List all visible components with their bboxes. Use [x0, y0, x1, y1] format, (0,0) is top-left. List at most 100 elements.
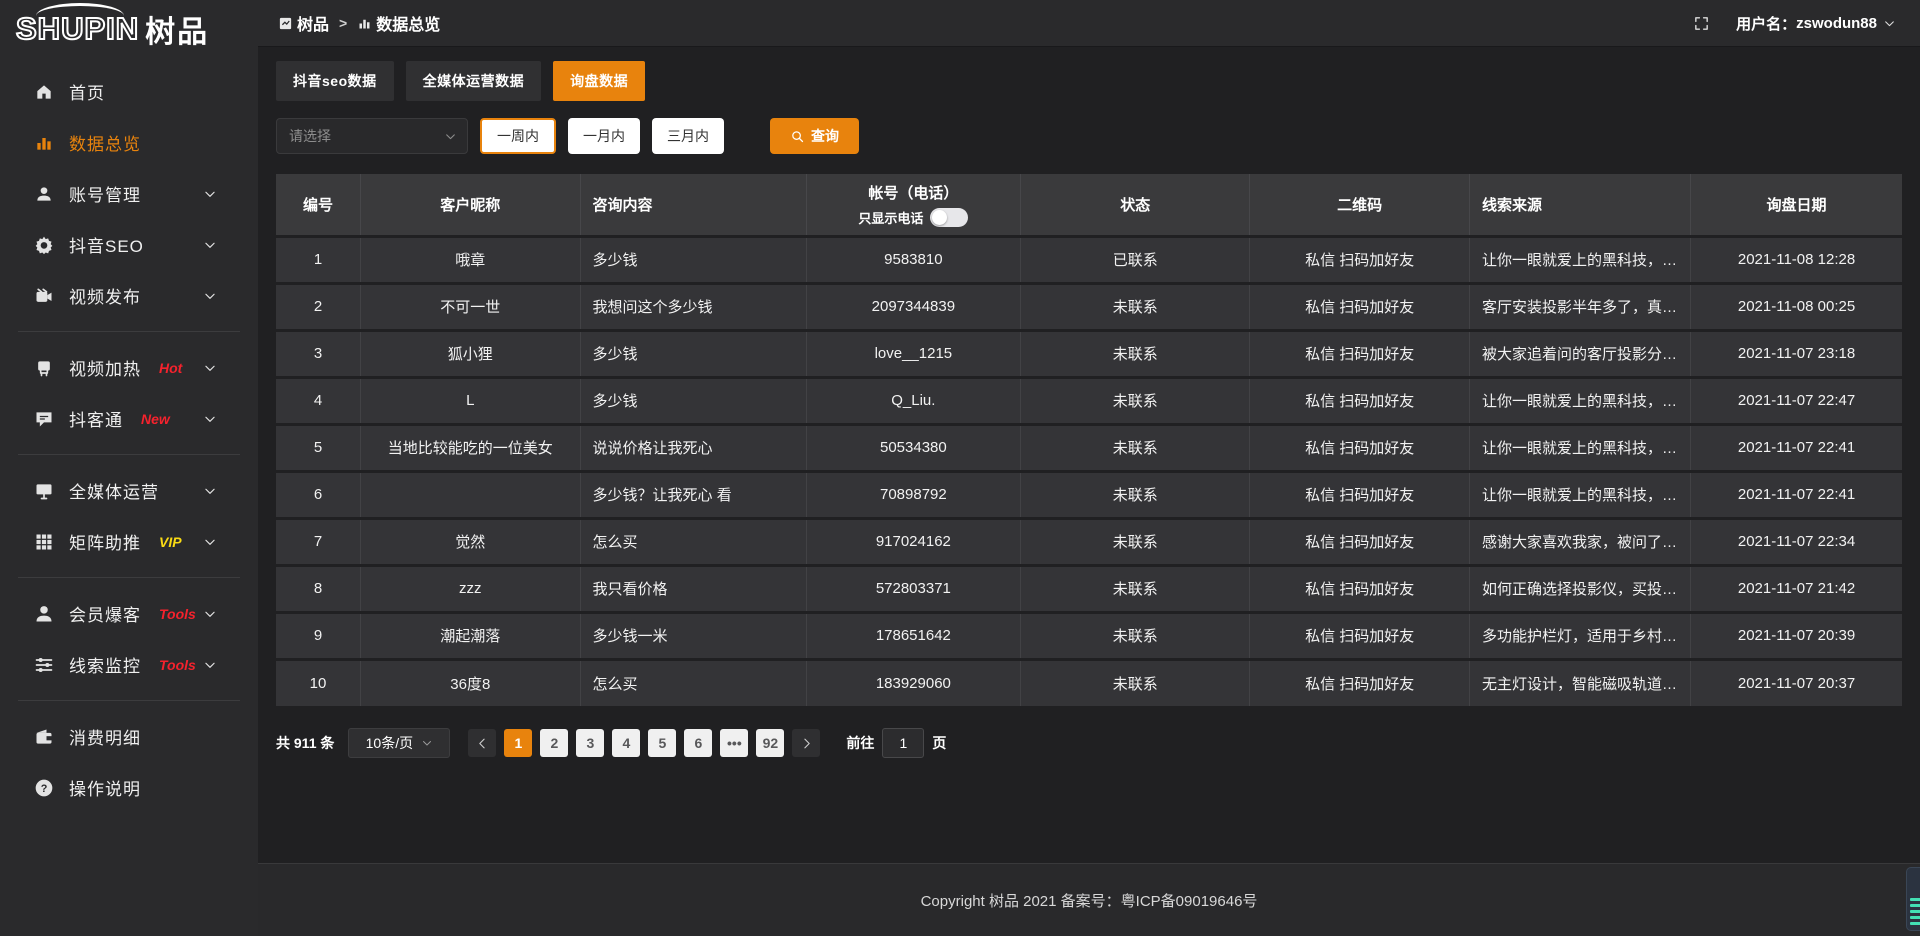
sidebar: SHUPIN 树品 首页 数据总览 账号管理 抖音SEO 视频发布视频加热 Hot 抖客通 N… — [0, 0, 258, 936]
tab-inquiry-data[interactable]: 询盘数据 — [553, 61, 646, 101]
table-row: 8 zzz 我只看价格 572803371 未联系 私信 扫码加好友 如何正确选择投影仪，买… — [276, 563, 1902, 612]
widget-bar — [1910, 898, 1920, 901]
page-button-1[interactable]: 1 — [504, 729, 533, 757]
cell-no: 8 — [276, 563, 361, 612]
breadcrumb-item-data-overview[interactable]: 数据总览 — [357, 11, 440, 35]
cell-source-link[interactable]: 让你一眼就爱上的黑科技，能... — [1468, 422, 1691, 471]
page-ellipsis-button[interactable]: ••• — [720, 729, 749, 757]
phone-only-toggle[interactable] — [930, 207, 969, 227]
next-page-button[interactable] — [792, 729, 821, 757]
app-logo: SHUPIN 树品 — [0, 0, 258, 58]
page-button-5[interactable]: 5 — [648, 729, 677, 757]
prev-page-button[interactable] — [468, 729, 497, 757]
logo-arc-decoration — [36, 3, 124, 16]
cell-qr-link[interactable]: 私信 扫码加好友 — [1249, 469, 1470, 518]
cell-date: 2021-11-08 12:28 — [1690, 234, 1902, 283]
page-button-6[interactable]: 6 — [684, 729, 713, 757]
cell-qr-link[interactable]: 私信 扫码加好友 — [1249, 281, 1470, 330]
cell-qr-link[interactable]: 私信 扫码加好友 — [1249, 328, 1470, 377]
sidebar-item-badge: Tools — [159, 656, 196, 673]
cell-content: 怎么买 — [579, 657, 807, 706]
cell-nickname: 潮起潮落 — [360, 610, 581, 659]
sidebar-item-label: 抖客通 — [69, 411, 123, 430]
cell-qr-link[interactable]: 私信 扫码加好友 — [1249, 234, 1470, 283]
cell-nickname: 狐小狸 — [360, 328, 581, 377]
table-row: 4 L 多少钱 Q_Liu. 未联系 私信 扫码加好友 让你一眼就爱上的黑科技，能... 20… — [276, 375, 1902, 424]
breadcrumb-label: 数据总览 — [376, 17, 441, 34]
cell-qr-link[interactable]: 私信 扫码加好友 — [1249, 610, 1470, 659]
cell-qr-link[interactable]: 私信 扫码加好友 — [1249, 657, 1470, 706]
cell-source-link[interactable]: 被大家追着问的客厅投影分享... — [1468, 328, 1691, 377]
page-button-92[interactable]: 92 — [756, 729, 785, 757]
cell-qr-link[interactable]: 私信 扫码加好友 — [1249, 516, 1470, 565]
tab-douyin-seo-data[interactable]: 抖音seo数据 — [276, 61, 394, 101]
user-menu[interactable]: 用户名： zswodun88 — [1736, 13, 1896, 34]
column-header-date: 询盘日期 — [1690, 174, 1902, 236]
sidebar-item-home[interactable]: 首页 — [0, 66, 258, 117]
bar-chart-icon — [357, 16, 372, 31]
goto-page-input[interactable] — [882, 728, 925, 758]
cell-source-link[interactable]: 多功能护栏灯，适用于乡村文... — [1468, 610, 1691, 659]
cell-status: 未联系 — [1020, 610, 1250, 659]
cell-qr-link[interactable]: 私信 扫码加好友 — [1249, 563, 1470, 612]
sidebar-item-video-heat[interactable]: 视频加热 Hot — [0, 342, 258, 393]
breadcrumb-item-shupin[interactable]: 树品 — [278, 11, 329, 35]
sidebar-item-expense-detail[interactable]: 消费明细 — [0, 711, 258, 762]
cell-status: 未联系 — [1020, 563, 1250, 612]
help-icon: ? — [34, 778, 54, 798]
bar-chart-icon — [34, 133, 54, 153]
cell-qr-link[interactable]: 私信 扫码加好友 — [1249, 375, 1470, 424]
chevron-right-icon — [800, 737, 813, 750]
person-icon — [34, 604, 54, 624]
cell-no: 10 — [276, 657, 361, 706]
table-row: 3 狐小狸 多少钱 love__1215 未联系 私信 扫码加好友 被大家追着问的客厅投影分… — [276, 328, 1902, 377]
cell-source-link[interactable]: 感谢大家喜欢我家，被问了好... — [1468, 516, 1691, 565]
cell-source-link[interactable]: 如何正确选择投影仪，买投影... — [1468, 563, 1691, 612]
breadcrumb-separator: > — [339, 15, 348, 31]
cell-source-link[interactable]: 无主灯设计，智能磁吸轨道灯... — [1468, 657, 1691, 706]
cell-source-link[interactable]: 客厅安装投影半年多了，真实... — [1468, 281, 1691, 330]
sidebar-item-lead-monitor[interactable]: 线索监控 Tools — [0, 639, 258, 690]
range-button-one-month[interactable]: 一月内 — [568, 118, 640, 154]
cell-account: 2097344839 — [805, 281, 1021, 330]
cell-source-link[interactable]: 让你一眼就爱上的黑科技，能... — [1468, 234, 1691, 283]
sidebar-item-account-management[interactable]: 账号管理 — [0, 168, 258, 219]
search-button[interactable]: 查询 — [770, 118, 859, 154]
page-button-2[interactable]: 2 — [540, 729, 569, 757]
tab-omni-media-data[interactable]: 全媒体运营数据 — [405, 61, 542, 101]
sidebar-item-member-burst[interactable]: 会员爆客 Tools — [0, 588, 258, 639]
floating-mini-widget[interactable] — [1906, 867, 1920, 931]
chevron-down-icon — [203, 187, 217, 201]
page-button-4[interactable]: 4 — [612, 729, 641, 757]
sidebar-item-badge: Hot — [159, 359, 183, 376]
range-button-three-months[interactable]: 三月内 — [652, 118, 724, 154]
search-icon — [790, 129, 805, 144]
topbar-right: 用户名： zswodun88 — [1693, 13, 1896, 34]
table-body: 1 哦章 多少钱 9583810 已联系 私信 扫码加好友 让你一眼就爱上的黑科技，能...… — [276, 234, 1902, 706]
table-row: 5 当地比较能吃的一位美女 说说价格让我死心 50534380 未联系 私信 扫码加好友让… — [276, 422, 1902, 471]
cell-source-link[interactable]: 让你一眼就爱上的黑科技，能... — [1468, 469, 1691, 518]
sidebar-item-douyin-seo[interactable]: 抖音SEO — [0, 219, 258, 270]
content: 抖音seo数据 全媒体运营数据 询盘数据 请选择 一周内 一月内 三月内 查询 编号 客户… — [258, 47, 1920, 863]
cell-account: 178651642 — [805, 610, 1021, 659]
sidebar-item-data-overview[interactable]: 数据总览 — [0, 117, 258, 168]
sidebar-nav: 首页 数据总览 账号管理 抖音SEO 视频发布视频加热 Hot 抖客通 New 全媒体运营 矩阵助… — [0, 58, 258, 936]
cell-source-link[interactable]: 让你一眼就爱上的黑科技，能... — [1468, 375, 1691, 424]
page-size-select[interactable]: 10条/页 — [348, 728, 451, 758]
filter-select[interactable]: 请选择 — [276, 118, 468, 154]
page-button-3[interactable]: 3 — [576, 729, 605, 757]
sidebar-item-omni-media[interactable]: 全媒体运营 — [0, 465, 258, 516]
column-header-qr: 二维码 — [1249, 174, 1470, 236]
range-button-one-week[interactable]: 一周内 — [480, 118, 556, 154]
sidebar-item-matrix-boost[interactable]: 矩阵助推 VIP — [0, 516, 258, 567]
pagination-total: 共 911 条 — [276, 735, 335, 751]
table-row: 1 哦章 多少钱 9583810 已联系 私信 扫码加好友 让你一眼就爱上的黑科技，能...… — [276, 234, 1902, 283]
sidebar-item-douketong[interactable]: 抖客通 New — [0, 393, 258, 444]
main-column: 树品 > 数据总览 用户名： zswodun88 抖音seo数据 全媒体运营数据 询盘数… — [258, 0, 1920, 936]
chevron-down-icon — [1883, 17, 1896, 30]
cell-qr-link[interactable]: 私信 扫码加好友 — [1249, 422, 1470, 471]
fullscreen-icon[interactable] — [1693, 15, 1710, 32]
sidebar-item-video-publish[interactable]: 视频发布 — [0, 270, 258, 321]
chevron-down-icon — [421, 737, 433, 749]
sidebar-item-instructions[interactable]: ? 操作说明 — [0, 762, 258, 813]
